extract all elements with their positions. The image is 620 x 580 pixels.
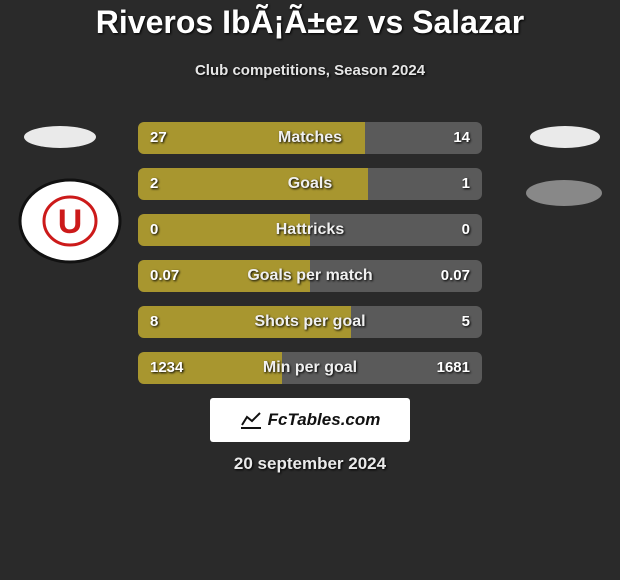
svg-text:U: U	[58, 203, 83, 241]
stat-label: Shots per goal	[138, 306, 482, 338]
stat-row: 00Hattricks	[138, 214, 482, 246]
stat-row: 2714Matches	[138, 122, 482, 154]
brand-text: FcTables.com	[268, 410, 381, 430]
stat-row: 0.070.07Goals per match	[138, 260, 482, 292]
stat-label: Hattricks	[138, 214, 482, 246]
stats-bars: 2714Matches 21Goals 00Hattricks 0.070.07Goa…	[138, 122, 482, 398]
stat-label: Goals	[138, 168, 482, 200]
comparison-infographic: Riveros IbÃ¡Ã±ez vs Salazar Club competi…	[0, 0, 620, 580]
stat-row: 12341681Min per goal	[138, 352, 482, 384]
player1-placeholder-icon	[24, 126, 96, 148]
stat-row: 21Goals	[138, 168, 482, 200]
stat-label: Min per goal	[138, 352, 482, 384]
stat-row: 85Shots per goal	[138, 306, 482, 338]
brand-chart-icon	[240, 411, 262, 429]
page-title: Riveros IbÃ¡Ã±ez vs Salazar	[0, 4, 620, 41]
player2-placeholder-icon	[530, 126, 600, 148]
player2-club-placeholder-icon	[526, 180, 602, 206]
stat-label: Matches	[138, 122, 482, 154]
stat-label: Goals per match	[138, 260, 482, 292]
brand-badge: FcTables.com	[210, 398, 410, 442]
player1-club-logo-icon: U	[18, 178, 122, 264]
page-subtitle: Club competitions, Season 2024	[0, 62, 620, 79]
date-text: 20 september 2024	[0, 454, 620, 474]
